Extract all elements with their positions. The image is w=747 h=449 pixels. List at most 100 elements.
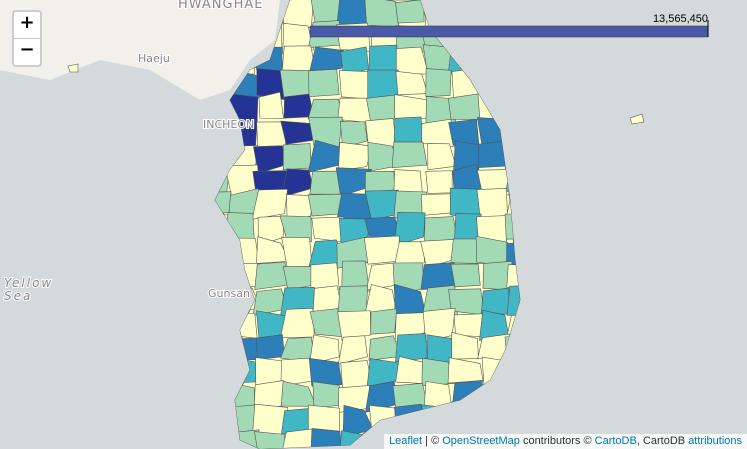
region [309,46,344,72]
region [255,334,285,360]
region [311,216,345,243]
region [504,334,520,364]
region [504,213,520,240]
region [282,143,312,171]
region [254,261,289,290]
region [506,264,520,290]
region [480,406,513,437]
region [480,287,511,315]
region [286,194,313,223]
region [309,334,340,365]
region [478,140,514,168]
region [448,119,480,146]
region [506,92,520,123]
region [339,430,371,449]
region [505,139,520,169]
legend-tick-label: 13,565,450 [653,13,708,25]
region [421,404,456,439]
region [448,405,485,433]
region [341,260,370,293]
region [337,310,372,341]
region [225,312,258,339]
map-label: HWANGHAE [178,0,264,12]
map-label: INCHEON [203,118,254,131]
region [364,216,401,239]
region [254,431,288,449]
region [506,243,520,268]
legend-colorbar [309,25,709,38]
text: contributors © [519,435,595,447]
text: , CartoDB [636,435,689,447]
region [370,308,398,335]
region [506,284,520,316]
region [338,142,372,172]
region [215,191,232,215]
region [393,211,426,247]
region [364,0,400,28]
region [215,237,227,267]
region [215,405,230,437]
region [310,428,343,449]
region [506,313,520,336]
region [476,188,508,220]
region [310,262,340,291]
region [391,141,428,169]
region [507,405,520,437]
region [507,384,520,412]
region [308,358,343,387]
region [280,120,317,145]
region [504,0,520,28]
region [363,235,400,265]
region [476,47,510,75]
region [281,428,319,449]
link[interactable]: CartoDB [594,435,637,447]
region [280,307,315,339]
link[interactable]: OpenStreetMap [442,435,520,447]
region [215,144,231,168]
region [215,428,233,449]
link[interactable]: attributions [688,435,742,447]
link[interactable]: Leaflet [389,435,423,447]
region [215,260,230,289]
region [509,117,520,146]
region [447,357,484,384]
region [225,262,259,288]
region [506,355,520,385]
island [67,63,79,73]
north-land [0,0,280,100]
legend: 13,565,450 [309,13,709,38]
text: | © [422,435,443,447]
map-label: Sea [4,289,32,303]
region [481,384,514,411]
region [477,92,508,122]
region [337,335,368,365]
region [215,308,227,341]
region [215,382,228,412]
region [505,164,520,195]
region [340,46,369,76]
region [258,91,284,119]
region [450,263,481,288]
region [425,170,453,194]
zoom-out[interactable]: − [14,38,40,65]
map-label: Yellow [4,276,53,290]
region [251,188,288,220]
region [395,0,425,24]
region [215,359,233,385]
map-label: Gunsan [208,287,250,300]
zoom-control: + − [12,10,42,67]
region [425,68,452,97]
regions [215,0,520,449]
region [478,0,515,28]
region [312,285,343,313]
island [629,113,645,125]
zoom-in[interactable]: + [19,12,35,33]
region [279,215,312,243]
region [338,70,371,100]
region [453,313,484,338]
region [505,45,520,74]
region [448,44,484,74]
region [368,404,399,437]
